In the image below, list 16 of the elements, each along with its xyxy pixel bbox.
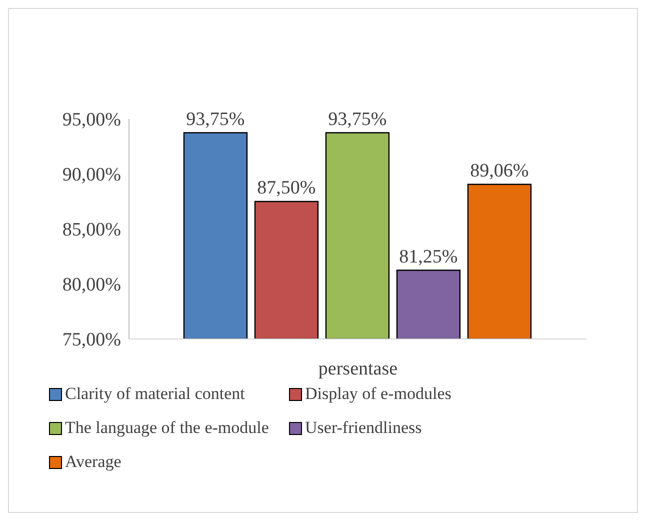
legend-label: Display of e-modules <box>305 384 452 404</box>
y-tick-label: 80,00% <box>62 274 122 296</box>
legend-label: Average <box>65 452 122 472</box>
data-label: 87,50% <box>257 178 316 198</box>
y-tick-label: 95,00% <box>62 110 122 131</box>
legend-label: User-friendliness <box>305 418 422 438</box>
legend-label: The language of the e-module <box>65 418 269 438</box>
y-tick-label: 90,00% <box>62 164 122 186</box>
data-label: 93,75% <box>328 108 387 130</box>
y-tick-label: 85,00% <box>62 220 122 241</box>
data-label: 89,06% <box>470 160 529 182</box>
data-label: 81,25% <box>399 246 458 268</box>
x-tick-label: persentase <box>318 358 398 380</box>
legend-label: Clarity of material content <box>65 384 245 404</box>
y-tick-label: 75,00% <box>62 330 122 351</box>
data-label: 93,75% <box>186 108 245 130</box>
